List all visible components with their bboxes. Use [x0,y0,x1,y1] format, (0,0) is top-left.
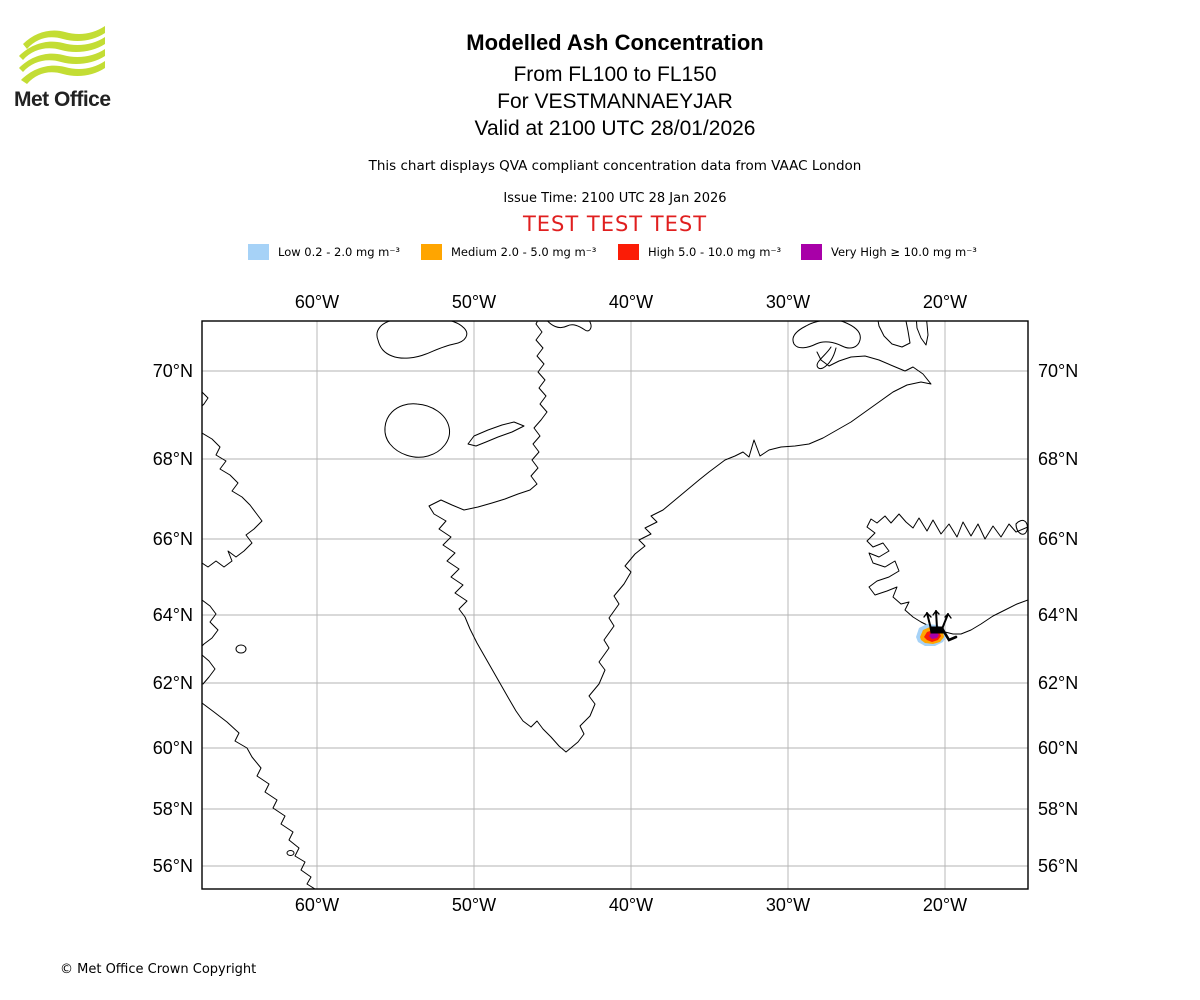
legend-swatch-medium [421,243,442,260]
lat-label-left-1: 68°N [152,449,193,469]
met-office-logo-waves-icon [19,26,105,84]
copyright-notice: © Met Office Crown Copyright [60,962,257,977]
volcano-marker-icon [923,609,958,642]
legend-label-very-high: Very High ≥ 10.0 mg m⁻³ [831,244,977,259]
legend-item-very-high: Very High ≥ 10.0 mg m⁻³ [801,243,977,260]
lat-label-left-3: 64°N [152,605,193,625]
coastline-labrador [202,702,316,889]
subtitle-flight-levels: From FL100 to FL150 [513,63,717,86]
met-office-logo-text: Met Office [14,88,111,111]
lat-label-right-5: 60°N [1038,738,1079,758]
coastline-baffin-islet [235,644,247,654]
ash-contour-very-high [929,632,939,639]
coastline-baffin-1 [202,391,209,407]
legend-label-low: Low 0.2 - 2.0 mg m⁻³ [278,244,401,259]
lon-label-bottom-3: 30°W [765,895,811,915]
legend-swatch-low [248,243,269,260]
coastline-greenland-nw-squiggle [546,321,592,332]
test-banner: TEST TEST TEST [522,212,708,236]
legend-label-high: High 5.0 - 10.0 mg m⁻³ [648,244,782,259]
lat-label-right-0: 70°N [1038,361,1079,381]
coastline-baffin-2 [202,432,263,568]
lat-label-right-3: 64°N [1038,605,1079,625]
map-border [201,320,1029,890]
lon-label-bottom-4: 20°W [922,895,968,915]
lon-label-bottom-2: 40°W [608,895,654,915]
lon-label-top-2: 40°W [608,292,654,312]
lon-label-top-4: 20°W [922,292,968,312]
coastline-ne-greenland-island [792,321,861,369]
map-gridlines [202,321,1028,889]
lat-label-right-7: 56°N [1038,856,1079,876]
lat-label-right-4: 62°N [1038,673,1079,693]
subtitle-volcano-name: For VESTMANNAEYJAR [497,90,733,113]
coastline-iceland-ne-islet [1015,519,1028,535]
legend-swatch-high [618,243,639,260]
lon-label-top-0: 60°W [294,292,340,312]
legend-item-low: Low 0.2 - 2.0 mg m⁻³ [248,243,400,260]
coastline-baffin-4 [202,654,216,685]
legend-label-medium: Medium 2.0 - 5.0 mg m⁻³ [451,244,597,259]
legend-item-high: High 5.0 - 10.0 mg m⁻³ [618,243,781,260]
lat-label-left-0: 70°N [152,361,193,381]
lat-label-left-5: 60°N [152,738,193,758]
lat-label-left-6: 58°N [152,799,193,819]
coastline-greenland-nw-islands [376,321,468,359]
coastline-labrador-islet [286,850,295,856]
lat-label-left-7: 56°N [152,856,193,876]
coastline-ne-greenland-pronged [877,321,929,348]
lat-label-left-2: 66°N [152,529,193,549]
lat-label-left-4: 62°N [152,673,193,693]
coastline-baffin-3 [202,599,219,647]
coastline-greenland [428,321,932,753]
coastline-disko-island [384,403,451,458]
lon-label-top-1: 50°W [451,292,497,312]
issue-time: Issue Time: 2100 UTC 28 Jan 2026 [503,191,727,206]
legend-swatch-very-high [801,243,822,260]
lat-label-right-6: 58°N [1038,799,1079,819]
lon-label-top-3: 30°W [765,292,811,312]
lat-label-right-2: 66°N [1038,529,1079,549]
qva-description: This chart displays QVA compliant concen… [368,158,862,174]
legend-item-medium: Medium 2.0 - 5.0 mg m⁻³ [421,243,596,260]
page-title: Modelled Ash Concentration [466,30,764,55]
subtitle-valid-time: Valid at 2100 UTC 28/01/2026 [474,117,756,140]
coastline-nuussuaq-peninsula [467,421,525,447]
lat-label-right-1: 68°N [1038,449,1079,469]
lon-label-bottom-0: 60°W [294,895,340,915]
lon-label-bottom-1: 50°W [451,895,497,915]
